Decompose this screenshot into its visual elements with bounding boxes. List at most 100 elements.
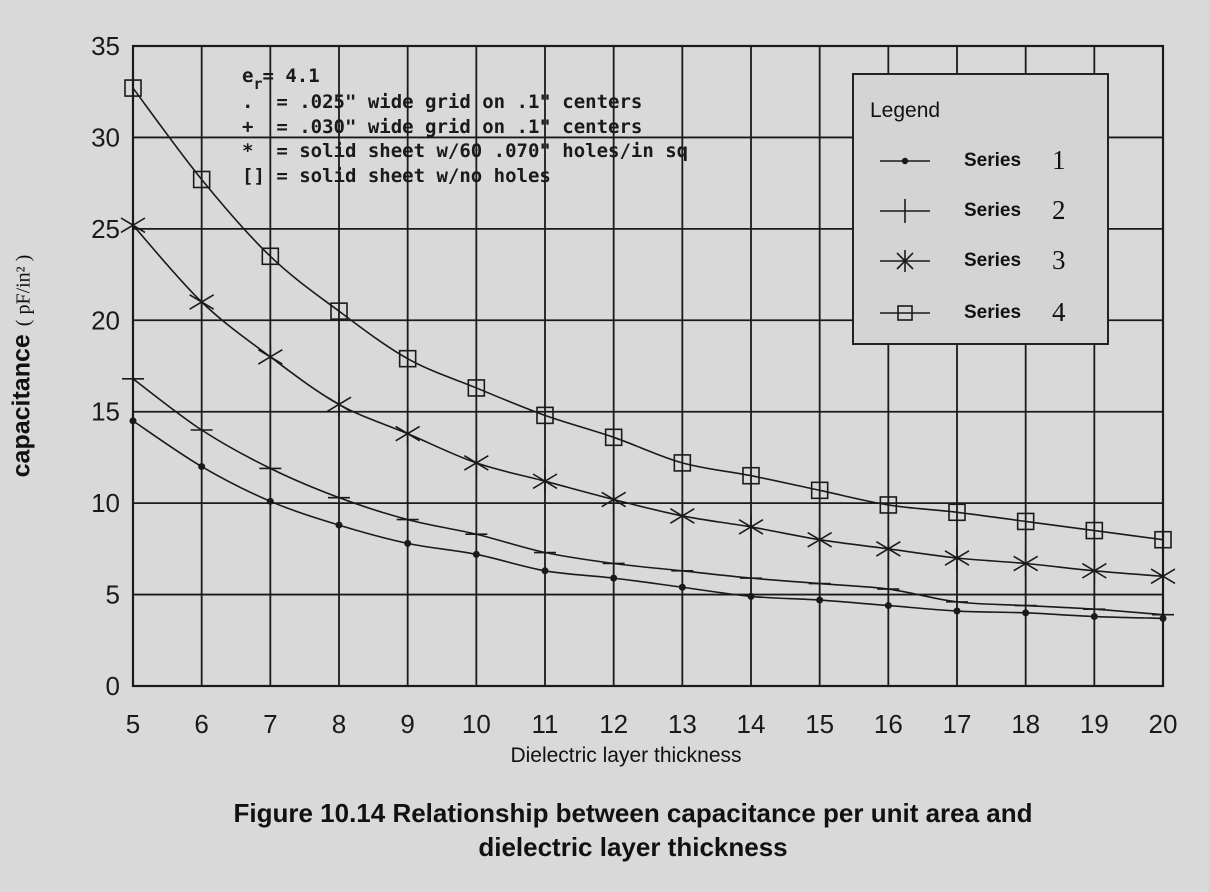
x-tick-label: 12 <box>599 709 628 739</box>
x-tick-label: 5 <box>126 709 140 739</box>
series-4 <box>124 79 1172 549</box>
square-marker-icon <box>124 79 142 97</box>
series-1 <box>129 417 1167 622</box>
series-line <box>132 87 1164 541</box>
dot-marker-icon <box>1022 609 1030 617</box>
square-marker-icon <box>879 496 898 514</box>
dot-marker-icon <box>404 539 412 547</box>
star-marker-icon <box>1013 555 1039 572</box>
annotation-line-2: + = .030" wide grid on .1" centers <box>242 116 642 138</box>
star-marker-icon <box>875 540 901 557</box>
legend-number: 1 <box>1052 145 1066 175</box>
y-axis-unit: ( pF/in² ) <box>12 254 35 327</box>
y-tick-label: 0 <box>106 671 120 701</box>
dot-marker-icon <box>335 521 343 529</box>
star-marker-icon <box>189 294 215 310</box>
x-tick-label: 14 <box>737 709 766 739</box>
square-marker-icon <box>1016 512 1035 531</box>
plus-marker-icon <box>880 199 930 223</box>
square-marker-icon <box>536 406 554 425</box>
legend-item-series-3: Series 3 <box>878 245 1098 277</box>
y-tick-label: 35 <box>91 31 120 61</box>
dot-marker-icon <box>816 596 824 604</box>
x-tick-label: 15 <box>805 709 834 739</box>
y-tick-label: 10 <box>91 488 120 518</box>
star-marker-icon <box>120 217 146 234</box>
x-tick-label: 10 <box>462 709 491 739</box>
x-tick-label: 17 <box>943 709 972 739</box>
star-marker-icon <box>738 519 764 535</box>
series-line <box>132 378 1164 616</box>
dot-marker-icon <box>472 550 480 558</box>
dot-marker-icon <box>880 157 930 165</box>
dot-marker-icon <box>1159 614 1167 622</box>
annotation-er: er= 4.1 <box>242 65 320 93</box>
square-marker-icon <box>604 428 623 447</box>
star-marker-icon <box>1150 568 1176 585</box>
y-tick-label: 5 <box>106 580 120 610</box>
x-tick-label: 9 <box>400 709 414 739</box>
star-marker-icon <box>326 396 352 413</box>
annotation-line-1: . = .025" wide grid on .1" centers <box>242 91 642 113</box>
series-2 <box>122 377 1174 616</box>
dot-marker-icon <box>678 583 686 591</box>
data-series <box>120 79 1176 622</box>
x-tick-label: 18 <box>1011 709 1040 739</box>
legend-item-series-1: Series 1 <box>878 145 1098 177</box>
dot-marker-icon <box>198 463 206 471</box>
series-line <box>132 420 1164 620</box>
star-marker-icon <box>807 531 833 548</box>
star-marker-icon <box>395 425 421 442</box>
square-marker-icon <box>398 349 417 368</box>
plot-border <box>131 44 1165 688</box>
series-line <box>132 224 1164 578</box>
x-tick-label: 11 <box>532 709 559 739</box>
dot-marker-icon <box>747 592 755 600</box>
x-tick-label: 19 <box>1080 709 1109 739</box>
star-marker-icon <box>669 508 695 524</box>
x-axis-label: Dielectric layer thickness <box>510 744 742 767</box>
legend-title: Legend <box>870 99 941 122</box>
series-3 <box>120 213 1176 589</box>
legend-label: Series <box>964 302 1022 323</box>
x-tick-label: 20 <box>1149 709 1178 739</box>
legend-item-series-2: Series 2 <box>878 195 1098 227</box>
dot-marker-icon <box>1090 613 1098 621</box>
star-marker-icon <box>601 491 627 508</box>
y-tick-label: 20 <box>91 305 120 335</box>
annotation-line-4: [] = solid sheet w/no holes <box>242 165 551 187</box>
legend-number: 4 <box>1052 297 1066 327</box>
annotation-line-3: * = solid sheet w/60 .070" holes/in sq <box>242 140 688 162</box>
legend: Legend Series 1 Series 2 Series 3 Series… <box>852 73 1109 345</box>
dot-marker-icon <box>953 607 961 615</box>
legend-label: Series <box>964 250 1022 271</box>
x-tick-label: 8 <box>332 709 346 739</box>
x-tick-label: 16 <box>874 709 903 739</box>
star-marker-icon <box>532 473 558 490</box>
x-tick-label: 13 <box>668 709 697 739</box>
x-tick-label: 6 <box>194 709 208 739</box>
dot-marker-icon <box>541 567 549 575</box>
figure-caption: Figure 10.14 Relationship between capaci… <box>0 796 1209 864</box>
square-marker-icon <box>261 247 280 266</box>
caption-line-1: Figure 10.14 Relationship between capaci… <box>233 798 1033 828</box>
y-tick-label: 25 <box>91 214 120 244</box>
annotation-block: er= 4.1 . = .025" wide grid on .1" cente… <box>242 65 688 187</box>
square-marker-icon <box>880 305 930 321</box>
caption-line-2: dielectric layer thickness <box>478 832 788 862</box>
square-marker-icon <box>192 170 211 189</box>
square-marker-icon <box>467 379 486 397</box>
square-marker-icon <box>1154 530 1172 549</box>
square-marker-icon <box>673 454 692 472</box>
dot-marker-icon <box>129 417 137 425</box>
square-marker-icon <box>1085 521 1104 540</box>
star-marker-icon <box>1081 562 1107 579</box>
axis-ticks: 5 6 7 8 9 10 11 12 13 14 15 16 17 18 19 200510152025303… <box>91 31 1177 739</box>
legend-item-series-4: Series 4 <box>878 297 1098 329</box>
y-tick-label: 15 <box>91 397 120 427</box>
star-marker-icon <box>463 455 489 471</box>
dot-marker-icon <box>610 574 618 582</box>
star-marker-icon <box>944 550 970 566</box>
square-marker-icon <box>948 503 966 522</box>
dot-marker-icon <box>266 497 274 505</box>
